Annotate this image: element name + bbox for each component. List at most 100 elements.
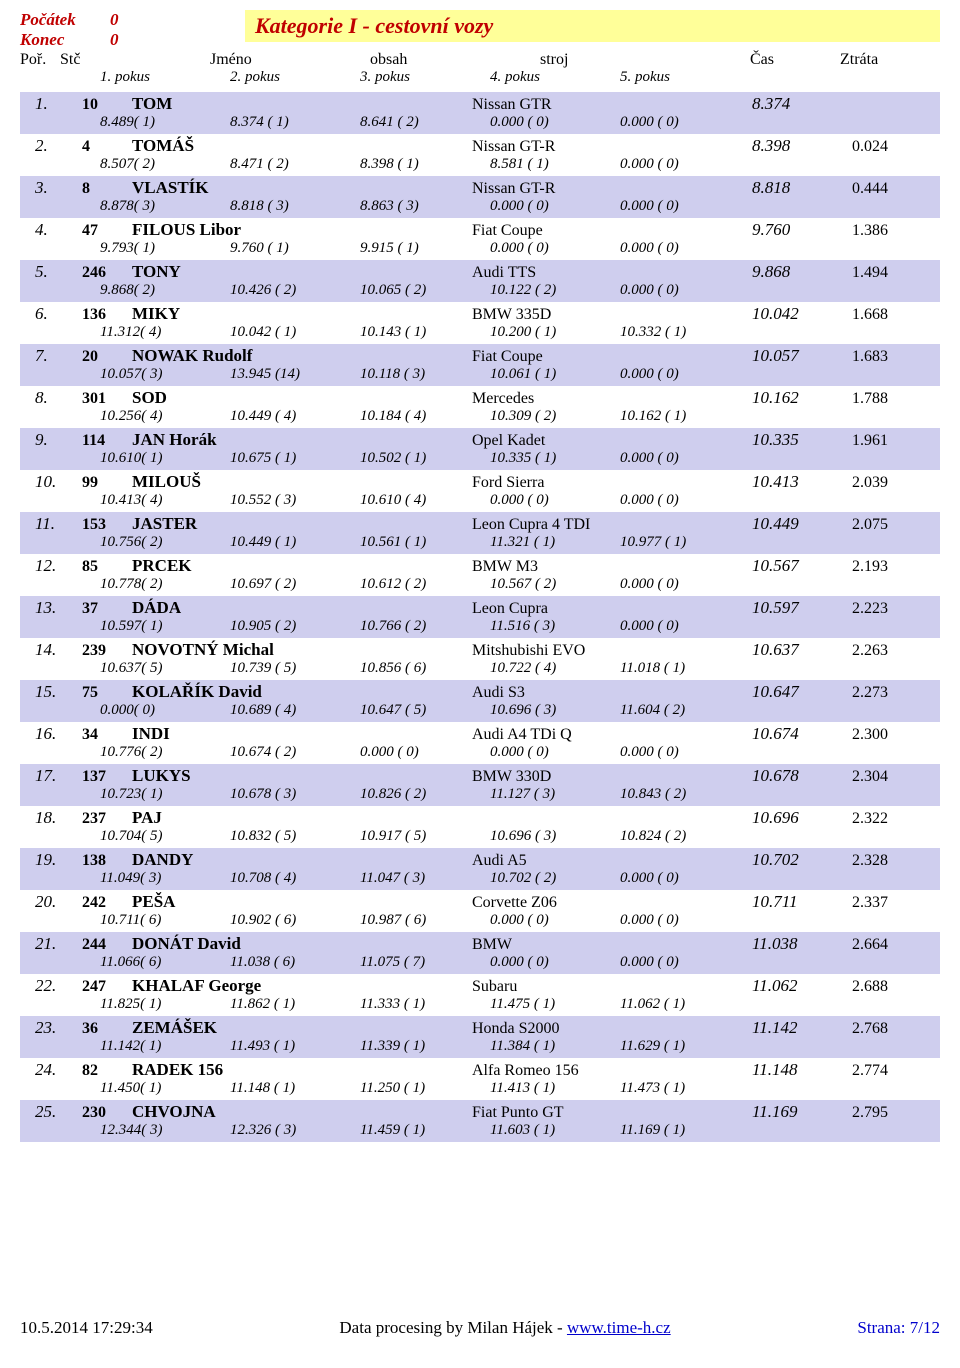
results-list: 1.10TOMNissan GTR8.3748.489( 1)8.374 ( 1… [20,92,940,1142]
cell-name: MILOUŠ [132,472,472,492]
cell-ztrata: 2.768 [852,1020,932,1038]
cell-car: Corvette Z06 [472,894,752,912]
cell-pokus: 11.516 ( 3) [490,618,620,635]
cell-pokus: 10.200 ( 1) [490,324,620,341]
cell-pokus: 11.038 ( 6) [230,954,360,971]
cell-cas: 8.818 [752,178,852,198]
cell-por: 1. [35,94,82,114]
cell-stc: 153 [82,516,132,534]
cell-por: 5. [35,262,82,282]
result-row: 14.239NOVOTNÝ MichalMitshubishi EVO10.63… [20,638,940,680]
result-row: 10.99MILOUŠFord Sierra10.4132.03910.413(… [20,470,940,512]
cell-pokus: 0.000 ( 0) [490,198,620,215]
cell-por: 19. [35,850,82,870]
cell-name: SOD [132,388,472,408]
cell-pokus: 11.250 ( 1) [360,1080,490,1097]
cell-pokus: 10.766 ( 2) [360,618,490,635]
cell-cas: 9.868 [752,262,852,282]
cell-pokus: 0.000 ( 0) [490,492,620,509]
pocatek-value: 0 [110,10,119,29]
cell-pokus: 8.374 ( 1) [230,114,360,131]
cell-pokus: 10.832 ( 5) [230,828,360,845]
cell-por: 7. [35,346,82,366]
cell-car: Nissan GTR [472,96,752,114]
cell-cas: 10.449 [752,514,852,534]
cell-pokus: 10.449 ( 4) [230,408,360,425]
cell-pokus: 0.000 ( 0) [490,912,620,929]
cell-pokus: 11.169 ( 1) [620,1122,750,1139]
cell-stc: 230 [82,1104,132,1122]
cell-pokus: 11.066( 6) [100,954,230,971]
cell-cas: 10.413 [752,472,852,492]
sub-p4: 4. pokus [490,69,620,86]
cell-por: 20. [35,892,82,912]
footer-link[interactable]: www.time-h.cz [567,1318,671,1337]
cell-pokus: 10.824 ( 2) [620,828,750,845]
cell-pokus: 10.977 ( 1) [620,534,750,551]
result-row: 17.137LUKYSBMW 330D10.6782.30410.723( 1)… [20,764,940,806]
cell-name: TONY [132,262,472,282]
cell-pokus: 11.493 ( 1) [230,1038,360,1055]
cell-cas: 10.702 [752,850,852,870]
cell-cas: 10.674 [752,724,852,744]
cell-pokus: 10.449 ( 1) [230,534,360,551]
cell-pokus: 11.047 ( 3) [360,870,490,887]
cell-ztrata: 2.328 [852,852,932,870]
cell-pokus: 11.629 ( 1) [620,1038,750,1055]
cell-pokus: 11.339 ( 1) [360,1038,490,1055]
col-jmeno: Jméno [210,51,370,69]
cell-ztrata: 2.688 [852,978,932,996]
cell-pokus: 8.863 ( 3) [360,198,490,215]
cell-pokus: 0.000 ( 0) [620,114,750,131]
cell-por: 25. [35,1102,82,1122]
cell-pokus: 0.000 ( 0) [490,744,620,761]
cell-pokus: 8.878( 3) [100,198,230,215]
cell-pokus: 0.000 ( 0) [620,282,750,299]
cell-pokus: 10.826 ( 2) [360,786,490,803]
cell-pokus: 11.459 ( 1) [360,1122,490,1139]
cell-cas: 10.567 [752,556,852,576]
cell-car: Leon Cupra 4 TDI [472,516,752,534]
cell-ztrata: 2.664 [852,936,932,954]
cell-cas: 10.711 [752,892,852,912]
cell-name: PAJ [132,808,472,828]
cell-pokus: 8.489( 1) [100,114,230,131]
cell-stc: 36 [82,1020,132,1038]
result-row: 4.47FILOUS LiborFiat Coupe9.7601.3869.79… [20,218,940,260]
cell-car: BMW [472,936,752,954]
cell-pokus: 11.450( 1) [100,1080,230,1097]
cell-pokus: 10.776( 2) [100,744,230,761]
cell-cas: 11.142 [752,1018,852,1038]
cell-por: 23. [35,1018,82,1038]
result-row: 9.114JAN HorákOpel Kadet10.3351.96110.61… [20,428,940,470]
cell-pokus: 10.756( 2) [100,534,230,551]
header-left: Počátek0 Konec0 [20,10,245,50]
cell-car: Audi S3 [472,684,752,702]
cell-stc: 301 [82,390,132,408]
cell-cas: 10.057 [752,346,852,366]
cell-pokus: 10.502 ( 1) [360,450,490,467]
sub-p3: 3. pokus [360,69,490,86]
cell-ztrata: 2.223 [852,600,932,618]
cell-ztrata: 2.774 [852,1062,932,1080]
page-footer: 10.5.2014 17:29:34 Data procesing by Mil… [20,1318,940,1338]
result-row: 21.244DONÁT DavidBMW11.0382.66411.066( 6… [20,932,940,974]
col-stc: Stč [60,51,210,69]
cell-name: TOMÁŠ [132,136,472,156]
cell-pokus: 10.704( 5) [100,828,230,845]
cell-pokus: 10.057( 3) [100,366,230,383]
cell-name: JASTER [132,514,472,534]
cell-pokus: 0.000 ( 0) [490,954,620,971]
cell-car: BMW 335D [472,306,752,324]
pocatek-label: Počátek [20,10,110,30]
cell-name: KOLAŘÍK David [132,682,472,702]
cell-pokus: 10.722 ( 4) [490,660,620,677]
cell-pokus: 10.561 ( 1) [360,534,490,551]
cell-stc: 239 [82,642,132,660]
cell-pokus: 10.902 ( 6) [230,912,360,929]
cell-stc: 138 [82,852,132,870]
col-obsah: obsah [370,51,540,69]
cell-ztrata: 2.795 [852,1104,932,1122]
result-row: 11.153JASTERLeon Cupra 4 TDI10.4492.0751… [20,512,940,554]
cell-cas: 10.637 [752,640,852,660]
